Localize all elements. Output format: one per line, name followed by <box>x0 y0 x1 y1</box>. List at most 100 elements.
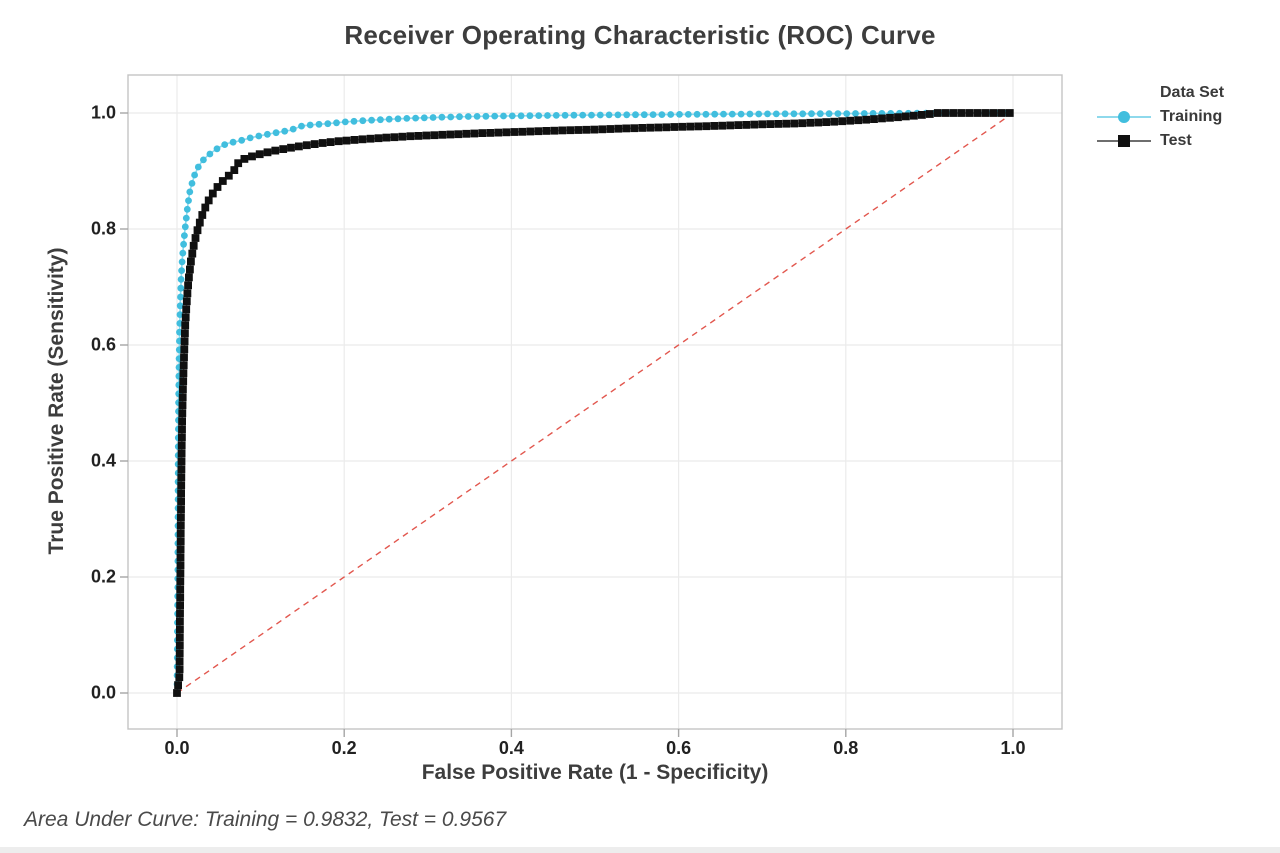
test-point-marker <box>918 111 926 119</box>
test-point-marker <box>175 657 184 666</box>
plot-frame <box>127 74 1063 730</box>
test-point-marker <box>176 625 184 634</box>
test-point-marker <box>178 401 187 410</box>
test-point-marker <box>462 129 471 138</box>
training-point-marker <box>182 214 190 222</box>
test-point-marker <box>390 133 399 142</box>
training-point-marker <box>640 111 648 119</box>
test-point-marker <box>550 126 559 135</box>
test-point-marker <box>446 130 455 139</box>
test-point-marker <box>177 441 186 450</box>
test-point-marker <box>295 142 303 151</box>
test-point-marker <box>534 127 543 136</box>
test-point-marker <box>718 121 727 130</box>
test-point-marker <box>175 673 184 682</box>
training-point-marker <box>183 205 191 213</box>
training-point-marker <box>206 150 214 158</box>
training-point-marker <box>632 111 639 119</box>
chart-title: Receiver Operating Characteristic (ROC) … <box>344 20 936 50</box>
training-point-marker <box>834 110 842 117</box>
test-point-marker <box>189 241 198 250</box>
training-point-marker <box>852 110 859 117</box>
training-point-marker <box>764 110 771 118</box>
legend-label-training: Training <box>1160 108 1223 125</box>
training-point-marker <box>289 125 297 133</box>
legend-item-test: Test <box>1096 129 1224 153</box>
test-point-marker <box>342 136 351 145</box>
training-point-marker <box>825 110 833 118</box>
training-point-marker <box>176 311 184 318</box>
legend-title: Data Set <box>1160 84 1225 101</box>
y-tick-label: 0.2 <box>90 566 116 587</box>
test-point-marker <box>204 196 213 205</box>
test-point-marker <box>287 143 295 152</box>
test-point-marker <box>176 601 184 610</box>
training-point-marker <box>500 112 507 120</box>
training-point-marker <box>194 163 202 171</box>
test-point-marker <box>173 689 181 697</box>
test-point-marker <box>790 119 799 128</box>
bottom-strip <box>0 847 1280 853</box>
test-point-marker <box>263 148 272 157</box>
test-point-marker <box>181 329 189 338</box>
test-point-marker <box>188 249 197 258</box>
y-tick-label: 0.6 <box>90 334 116 355</box>
test-point-marker <box>176 609 184 618</box>
training-point-marker <box>200 156 207 164</box>
training-point-marker <box>255 132 263 140</box>
test-point-marker <box>582 125 591 134</box>
test-point-marker <box>710 122 719 130</box>
training-point-marker <box>816 110 824 118</box>
test-point-marker <box>862 115 870 124</box>
test-point-marker <box>438 130 447 139</box>
test-point-marker <box>374 134 383 143</box>
training-marker-icon <box>1097 111 1151 123</box>
test-point-marker <box>179 369 188 378</box>
training-point-marker <box>298 122 305 130</box>
test-point-marker <box>494 128 503 137</box>
x-tick-label: 0.6 <box>666 738 692 758</box>
training-point-marker <box>176 302 184 310</box>
test-point-marker <box>902 112 910 121</box>
test-point-marker <box>177 513 185 522</box>
test-point-marker <box>181 313 190 322</box>
test-point-marker <box>910 111 918 120</box>
test-point-marker <box>422 131 431 140</box>
training-point-marker <box>281 127 289 135</box>
test-point-marker <box>750 120 759 129</box>
test-point-marker <box>678 122 687 131</box>
training-point-marker <box>772 110 780 118</box>
test-point-marker <box>318 139 327 147</box>
training-point-marker <box>702 110 710 118</box>
test-point-marker <box>638 124 647 132</box>
training-point-marker <box>526 112 534 120</box>
test-point-marker <box>1005 109 1014 117</box>
test-point-marker <box>310 140 319 148</box>
test-point-marker <box>326 138 335 146</box>
test-point-marker <box>398 132 407 141</box>
training-point-marker <box>535 112 543 119</box>
training-point-marker <box>728 110 736 118</box>
test-point-marker <box>886 113 894 122</box>
test-point-marker <box>997 109 1006 117</box>
test-point-marker <box>925 110 934 118</box>
test-point-marker <box>279 145 288 153</box>
test-point-marker <box>176 537 185 546</box>
training-point-marker <box>181 232 188 240</box>
test-point-marker <box>208 189 217 198</box>
training-point-marker <box>552 112 560 119</box>
test-point-marker <box>175 641 184 650</box>
test-point-marker <box>176 585 185 594</box>
training-point-marker <box>191 171 199 179</box>
test-point-marker <box>177 449 186 458</box>
test-point-marker <box>822 118 830 126</box>
test-point-marker <box>230 166 239 174</box>
test-point-marker <box>213 183 222 191</box>
test-point-marker <box>180 353 188 362</box>
training-point-marker <box>315 120 323 128</box>
training-point-marker <box>177 284 185 292</box>
test-point-marker <box>478 129 487 137</box>
training-point-marker <box>605 111 613 119</box>
